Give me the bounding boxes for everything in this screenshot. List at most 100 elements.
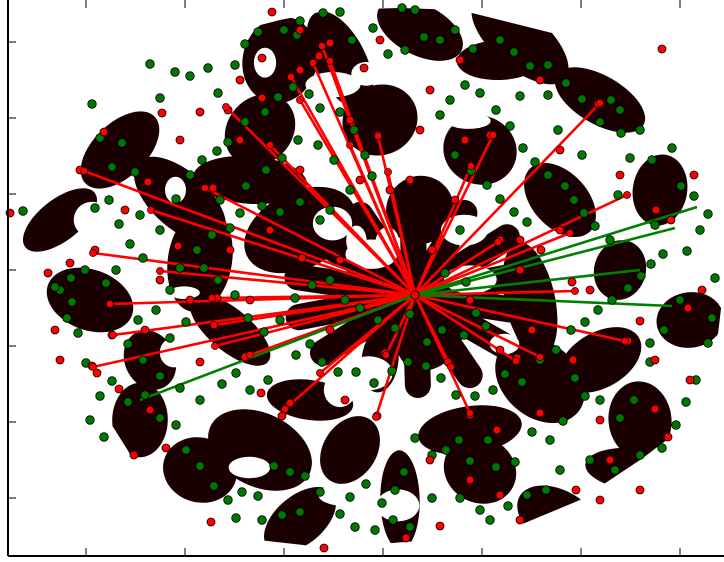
green-point xyxy=(355,303,365,313)
red-point xyxy=(65,258,75,268)
green-point xyxy=(590,221,600,231)
light-region-hole xyxy=(165,176,186,204)
red-point xyxy=(43,268,53,278)
green-point xyxy=(325,205,335,215)
green-point xyxy=(555,465,565,475)
green-point xyxy=(195,461,205,471)
green-point xyxy=(123,339,133,349)
red-point xyxy=(265,225,275,235)
red-point xyxy=(555,145,565,155)
green-point xyxy=(377,498,387,508)
red-point xyxy=(535,75,545,85)
green-point xyxy=(333,367,343,377)
red-point xyxy=(385,185,395,195)
red-line-end-point xyxy=(109,331,117,339)
green-point xyxy=(253,27,263,37)
green-point xyxy=(422,337,432,347)
green-point xyxy=(135,210,145,220)
red-point xyxy=(319,543,329,553)
green-point xyxy=(689,191,699,201)
green-point xyxy=(181,317,191,327)
light-region-hole xyxy=(168,286,200,300)
green-point xyxy=(400,45,410,55)
red-point xyxy=(225,245,235,255)
red-point xyxy=(92,368,102,378)
green-ray-line xyxy=(414,293,673,308)
green-point xyxy=(625,153,635,163)
green-point xyxy=(155,225,165,235)
green-point xyxy=(629,395,639,405)
red-point xyxy=(555,225,565,235)
green-point xyxy=(505,121,515,131)
red-point xyxy=(55,355,65,365)
green-point xyxy=(405,309,415,319)
green-point xyxy=(192,245,202,255)
green-point xyxy=(307,280,317,290)
green-point xyxy=(436,373,446,383)
green-point xyxy=(545,435,555,445)
red-ray-line xyxy=(211,293,416,300)
green-point xyxy=(329,155,339,165)
green-point xyxy=(277,153,287,163)
green-point xyxy=(710,273,720,283)
green-point xyxy=(325,275,335,285)
red-point xyxy=(663,432,673,442)
green-point xyxy=(285,467,295,477)
green-point xyxy=(181,445,191,455)
red-point xyxy=(683,303,693,313)
red-ray-line xyxy=(414,289,576,297)
green-point xyxy=(18,206,28,216)
red-point xyxy=(455,55,465,65)
dark-region-blob xyxy=(342,84,418,156)
green-point xyxy=(275,207,285,217)
red-point xyxy=(635,316,645,326)
green-point xyxy=(138,253,148,263)
red-point xyxy=(295,165,305,175)
red-point xyxy=(415,125,425,135)
green-point xyxy=(293,135,303,145)
green-point xyxy=(243,313,253,323)
green-point xyxy=(111,265,121,275)
green-point xyxy=(155,413,165,423)
green-point xyxy=(117,138,127,148)
red-point xyxy=(650,404,660,414)
green-point xyxy=(291,350,301,360)
red-point xyxy=(595,495,605,505)
green-point xyxy=(315,487,325,497)
green-point xyxy=(140,390,150,400)
red-point xyxy=(425,85,435,95)
green-point xyxy=(240,117,250,127)
red-line-end-point xyxy=(89,363,97,371)
green-point xyxy=(558,416,568,426)
green-point xyxy=(87,99,97,109)
red-line-end-point xyxy=(346,141,354,149)
green-point xyxy=(95,391,105,401)
green-point xyxy=(569,195,579,205)
green-point xyxy=(73,328,83,338)
green-point xyxy=(671,420,681,430)
dark-region-blob xyxy=(656,292,722,348)
red-point xyxy=(185,295,195,305)
green-point xyxy=(427,493,437,503)
green-point xyxy=(130,167,140,177)
dark-region-blob xyxy=(456,39,544,81)
dark-region-blob xyxy=(22,188,98,252)
green-point xyxy=(360,150,370,160)
green-point xyxy=(175,263,185,273)
points-layer xyxy=(5,3,720,553)
green-point xyxy=(215,195,225,205)
green-point xyxy=(419,32,429,42)
red-line-end-point xyxy=(156,267,164,275)
red-point xyxy=(208,183,218,193)
green-point xyxy=(527,427,537,437)
green-point xyxy=(595,395,605,405)
green-point xyxy=(279,25,289,35)
green-point xyxy=(500,369,510,379)
green-point xyxy=(543,170,553,180)
green-point xyxy=(387,366,397,376)
green-point xyxy=(185,170,195,180)
green-point xyxy=(107,376,117,386)
red-line-end-point xyxy=(80,167,88,175)
